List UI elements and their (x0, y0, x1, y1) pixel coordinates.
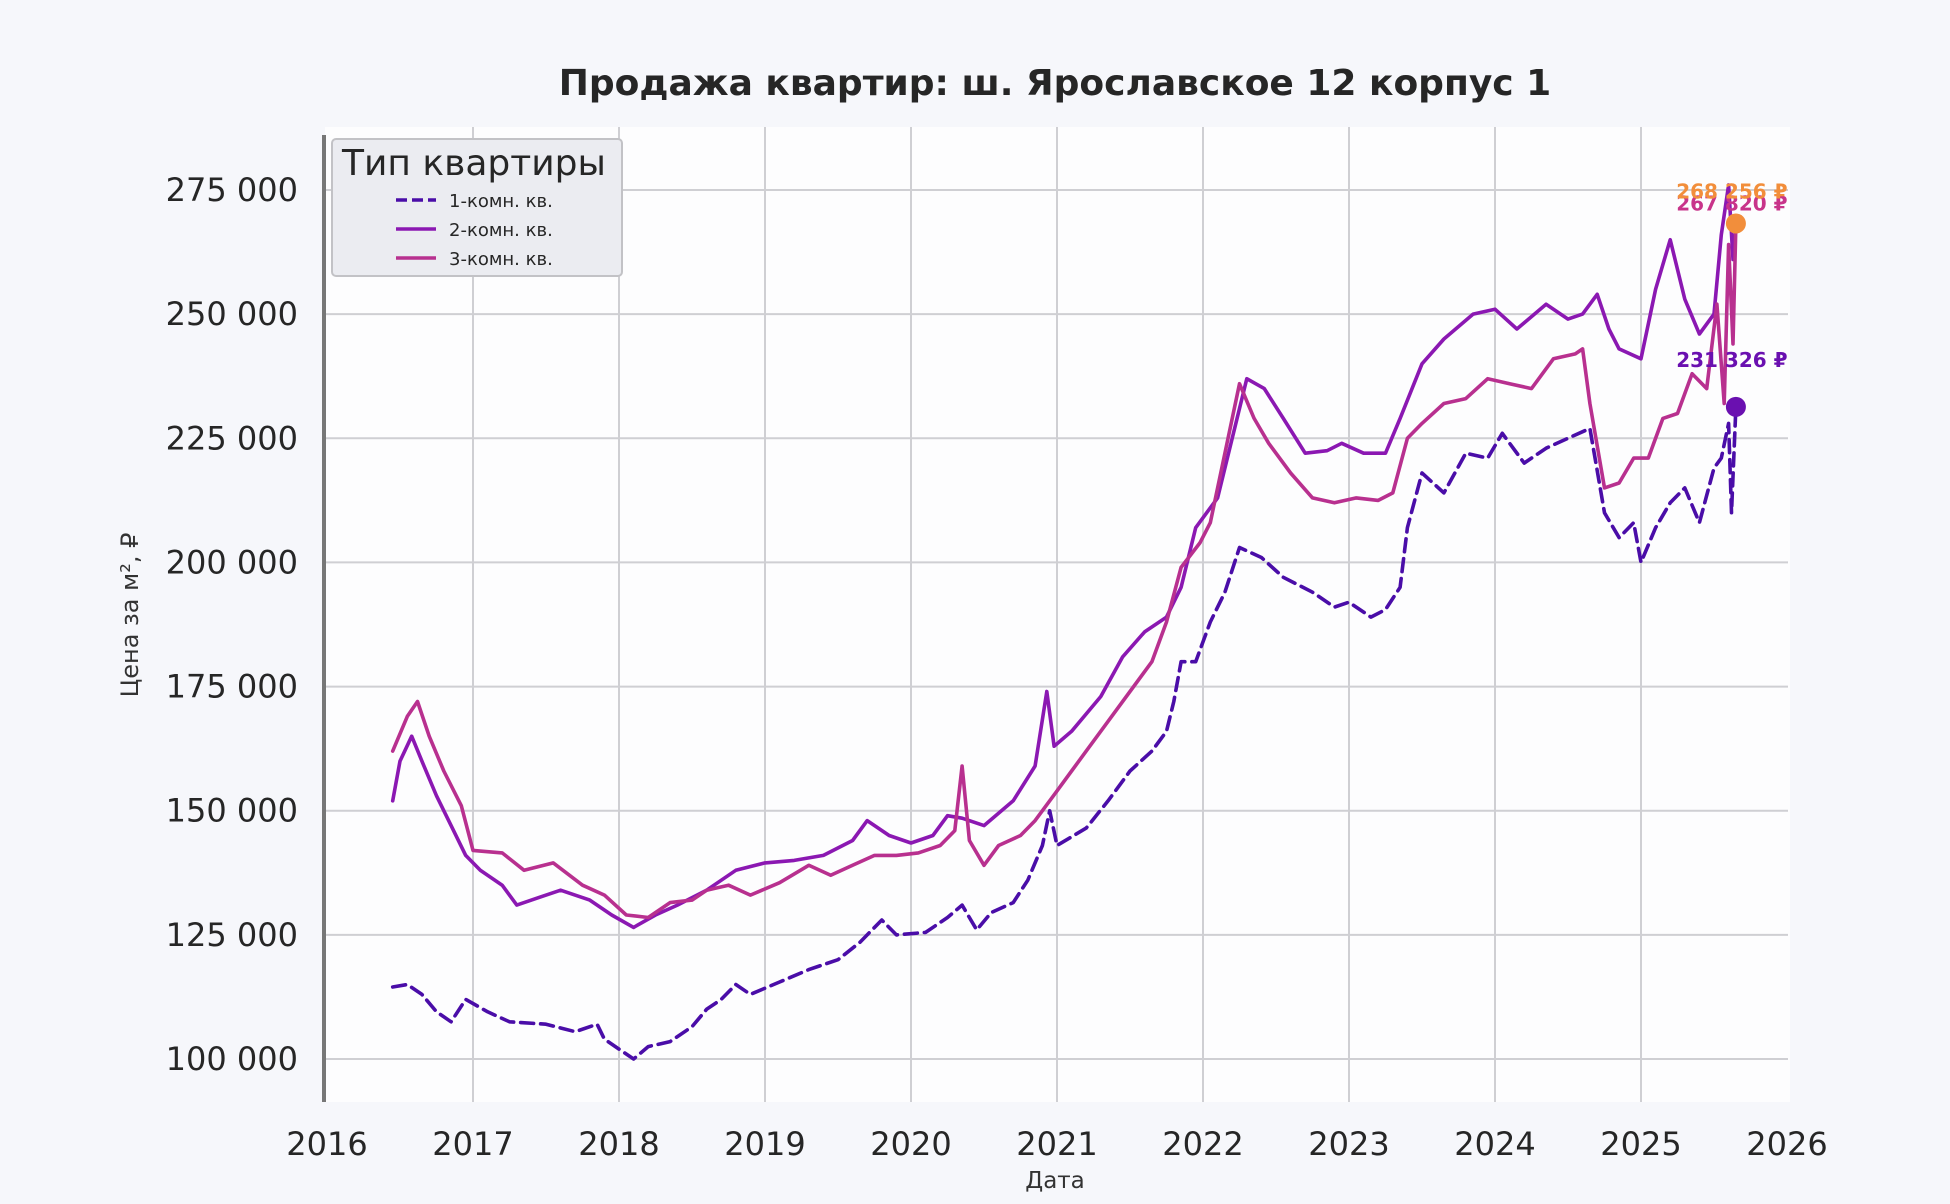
x-tick-label: 2025 (1600, 1125, 1681, 1163)
legend: Тип квартиры 1-комн. кв. 2-комн. кв. 3-ком… (331, 138, 623, 277)
grid (325, 127, 1788, 1102)
x-tick-label: 2019 (724, 1125, 805, 1163)
y-tick-label: 150 000 (166, 792, 298, 830)
end-marker (1725, 213, 1746, 234)
series-line-3 (390, 221, 1738, 920)
legend-title: Тип квартиры (341, 143, 606, 184)
x-tick-label: 2022 (1162, 1125, 1243, 1163)
y-tick-label: 200 000 (166, 543, 298, 581)
end-value-label: 267 820 ₽ (1676, 192, 1787, 216)
x-tick-label: 2023 (1308, 1125, 1389, 1163)
x-tick-label: 2024 (1454, 1125, 1535, 1163)
y-tick-label: 100 000 (166, 1040, 298, 1078)
x-tick-label: 2016 (286, 1125, 367, 1163)
legend-box (331, 138, 623, 277)
x-tick-label: 2021 (1016, 1125, 1097, 1163)
end-value-label: 268 256 ₽ (1676, 179, 1787, 203)
y-tick-label: 175 000 (166, 668, 298, 706)
x-tick-label: 2018 (578, 1125, 659, 1163)
y-tick-label: 125 000 (166, 916, 298, 954)
series-line-2 (390, 183, 1738, 930)
x-tick-label: 2017 (432, 1125, 513, 1163)
y-tick-label: 225 000 (166, 419, 298, 457)
y-tick-label: 250 000 (166, 295, 298, 333)
legend-items: 1-комн. кв. 2-комн. кв. 3-комн. кв. (396, 191, 553, 270)
series-line-1 (390, 405, 1738, 1061)
x-axis-label: Дата (1025, 1168, 1085, 1194)
y-axis-label: Цена за м², ₽ (116, 533, 144, 698)
x-tick-label: 2026 (1746, 1125, 1827, 1163)
legend-label: 3-комн. кв. (449, 249, 553, 270)
end-marker (1725, 396, 1746, 417)
x-tick-label: 2020 (870, 1125, 951, 1163)
end-value-label: 231 326 ₽ (1676, 348, 1787, 372)
y-tick-label: 275 000 (166, 171, 298, 209)
series-group (390, 183, 1738, 1061)
legend-label: 1-комн. кв. (449, 191, 553, 212)
end-labels: 231 326 ₽ 267 820 ₽268 256 ₽ (1676, 179, 1788, 417)
tick-labels: 2016 2017 2018 2019 2020 2021 2022 2023 2024 2025… (166, 171, 1828, 1163)
chart-title: Продажа квартир: ш. Ярославское 12 корпу… (559, 63, 1551, 104)
legend-label: 2-комн. кв. (449, 220, 553, 241)
